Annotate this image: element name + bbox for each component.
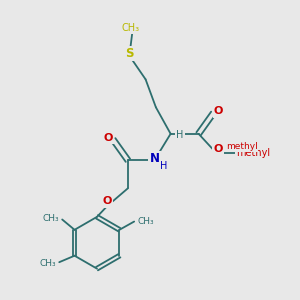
Text: CH₃: CH₃ [122, 23, 140, 33]
Text: O: O [102, 196, 111, 206]
Text: CH₃: CH₃ [40, 259, 56, 268]
Text: N: N [149, 152, 159, 165]
Text: methyl: methyl [226, 142, 257, 151]
Text: CH₃: CH₃ [137, 217, 154, 226]
Text: O: O [214, 106, 223, 116]
Text: O: O [103, 133, 112, 143]
Text: O: O [213, 143, 222, 154]
Text: H: H [176, 130, 184, 140]
Text: H: H [160, 161, 167, 171]
Text: CH₃: CH₃ [43, 214, 59, 223]
Text: S: S [125, 47, 134, 60]
Text: methyl: methyl [237, 148, 271, 158]
